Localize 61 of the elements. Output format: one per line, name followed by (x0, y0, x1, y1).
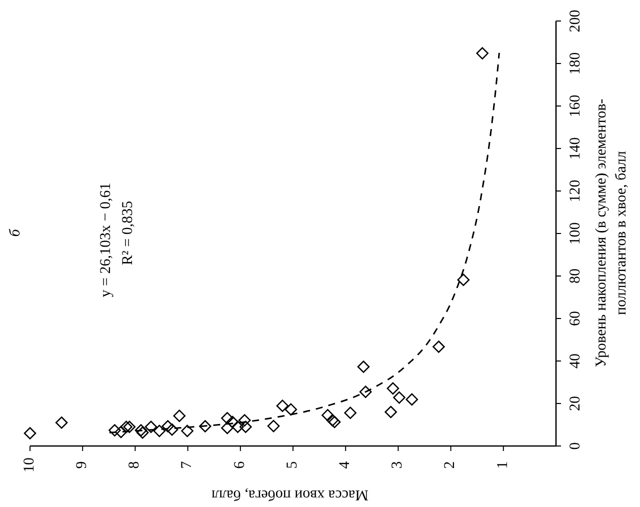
point (123, 420, 136, 434)
x-tick-label: 9 (74, 461, 90, 469)
x-tick-label: 10 (21, 458, 38, 472)
y-tick-label: 20 (567, 396, 584, 411)
x-tick-label: 8 (126, 461, 143, 469)
point (226, 416, 239, 428)
point (476, 47, 489, 60)
annotation: y = 26,103x − 0,61 (98, 182, 114, 298)
point (238, 414, 251, 426)
point (267, 420, 280, 432)
x-tick-label: 5 (284, 461, 300, 469)
x-axis-title: Масса хвои побега, балл (211, 486, 368, 503)
point (221, 412, 234, 424)
y-tick-label: 0 (567, 442, 584, 450)
y-tick-label: 200 (567, 10, 584, 32)
point (144, 420, 158, 434)
point (166, 423, 178, 436)
point (406, 393, 418, 406)
y-tick-label: 140 (567, 137, 584, 160)
point (199, 420, 212, 432)
point (284, 403, 298, 416)
point (162, 420, 174, 432)
text: б (7, 228, 24, 237)
x-tick-label: 3 (390, 461, 406, 469)
y-tick-label: 160 (567, 94, 584, 118)
point (120, 420, 132, 434)
point (384, 406, 397, 418)
point (457, 274, 470, 286)
y-tick-label: 180 (567, 52, 584, 75)
point (393, 391, 406, 404)
point (344, 406, 356, 419)
point (181, 424, 194, 438)
y-tick-label: 120 (567, 180, 584, 202)
point (134, 424, 148, 436)
point (221, 422, 234, 434)
point (136, 426, 149, 439)
point (240, 420, 252, 434)
y-tick-label: 100 (567, 222, 584, 245)
point (232, 420, 244, 434)
x-tick-label: 2 (442, 461, 458, 469)
y-axis-title: Уровень накопления (в сумме) элементов- поллютантов в хвое, балл (593, 98, 630, 368)
x-tick-label: 6 (232, 460, 248, 469)
point (173, 410, 186, 422)
y-tick-label: 40 (567, 354, 584, 368)
point (153, 424, 166, 438)
point (359, 386, 372, 398)
x-tick-label: 7 (179, 460, 196, 469)
point (24, 427, 36, 440)
x-tick-label: 1 (494, 461, 511, 469)
point (386, 382, 400, 395)
annotation: R² = 0,835 (120, 200, 136, 266)
y-tick-label: 80 (567, 268, 584, 284)
point (108, 424, 121, 436)
point (322, 409, 334, 422)
x-tick-label: 4 (337, 460, 354, 469)
point (357, 360, 370, 373)
point (55, 416, 68, 429)
point (114, 426, 128, 438)
point (432, 340, 445, 353)
y-tick-label: 60 (567, 311, 584, 326)
point (276, 400, 289, 412)
